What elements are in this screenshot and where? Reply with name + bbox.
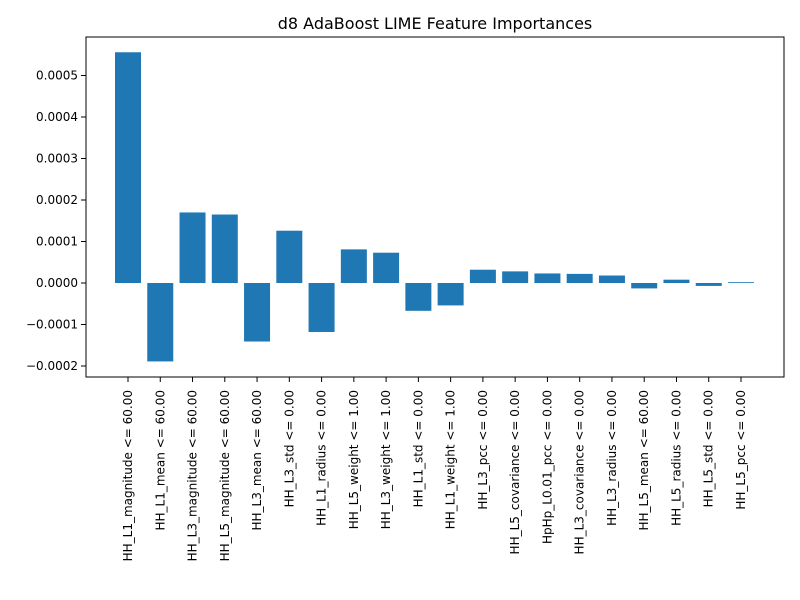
- x-tick-label: HH_L5_mean <= 60.00: [637, 390, 651, 531]
- x-tick-label: HH_L3_std <= 0.00: [282, 390, 296, 507]
- x-tick-label: HH_L3_weight <= 1.00: [379, 390, 393, 529]
- bar-13: [502, 271, 529, 283]
- bar-9: [373, 252, 400, 283]
- x-tick-label: HH_L1_std <= 0.00: [411, 390, 425, 507]
- bar-15: [566, 273, 593, 283]
- x-tick-label: HH_L5_pcc <= 0.00: [734, 390, 748, 510]
- bar-19: [695, 283, 722, 286]
- x-axis: HH_L1_magnitude <= 60.00 HH_L1_mean <= 60…: [121, 377, 748, 561]
- bar-1: [115, 52, 141, 284]
- y-tick-label: 0.0004: [36, 110, 78, 124]
- x-tick-label: HH_L3_radius <= 0.00: [605, 390, 619, 526]
- bar-4: [211, 214, 238, 283]
- bar-20: [728, 282, 754, 283]
- x-tick-label: HpHp_L0.01_pcc <= 0.00: [540, 390, 554, 544]
- y-tick-label: 0.0001: [36, 235, 78, 249]
- y-tick-label: 0.0000: [36, 276, 78, 290]
- y-tick-label: 0.0005: [36, 69, 78, 83]
- y-tick-label: −0.0002: [26, 359, 78, 373]
- y-tick-label: 0.0003: [36, 152, 78, 166]
- bars-group: [115, 52, 754, 362]
- x-tick-label: HH_L3_pcc <= 0.00: [476, 390, 490, 510]
- bar-16: [598, 275, 625, 283]
- bar-6: [276, 230, 303, 283]
- x-tick-label: HH_L3_covariance <= 0.00: [573, 390, 587, 554]
- bar-3: [179, 212, 206, 283]
- x-tick-label: HH_L1_magnitude <= 60.00: [121, 390, 135, 561]
- bar-17: [631, 283, 658, 289]
- x-tick-label: HH_L5_weight <= 1.00: [347, 390, 361, 529]
- bar-11: [437, 283, 464, 306]
- x-tick-label: HH_L1_radius <= 0.00: [315, 390, 329, 526]
- x-tick-label: HH_L1_weight <= 1.00: [444, 390, 458, 529]
- x-tick-label: HH_L5_radius <= 0.00: [669, 390, 683, 526]
- bar-12: [469, 269, 496, 283]
- bar-10: [405, 283, 432, 311]
- y-axis: −0.0002 −0.0001 0.0000 0.0001 0.0002 0.0003 0.…: [26, 69, 86, 373]
- bar-2: [147, 283, 174, 362]
- bar-18: [663, 279, 690, 283]
- plot-frame: [85, 36, 785, 378]
- chart-title: d8 AdaBoost LIME Feature Importances: [278, 14, 593, 33]
- x-tick-label: HH_L3_magnitude <= 60.00: [186, 390, 200, 561]
- x-tick-label: HH_L5_magnitude <= 60.00: [218, 390, 232, 561]
- bar-14: [534, 273, 561, 283]
- y-tick-label: 0.0002: [36, 193, 78, 207]
- x-tick-label: HH_L3_mean <= 60.00: [250, 390, 264, 531]
- y-tick-label: −0.0001: [26, 318, 78, 332]
- x-tick-label: HH_L5_covariance <= 0.00: [508, 390, 522, 554]
- bar-5: [244, 283, 271, 342]
- x-tick-label: HH_L1_mean <= 60.00: [153, 390, 167, 531]
- x-tick-label: HH_L5_std <= 0.00: [702, 390, 716, 507]
- bar-7: [308, 283, 335, 332]
- bar-8: [340, 249, 367, 283]
